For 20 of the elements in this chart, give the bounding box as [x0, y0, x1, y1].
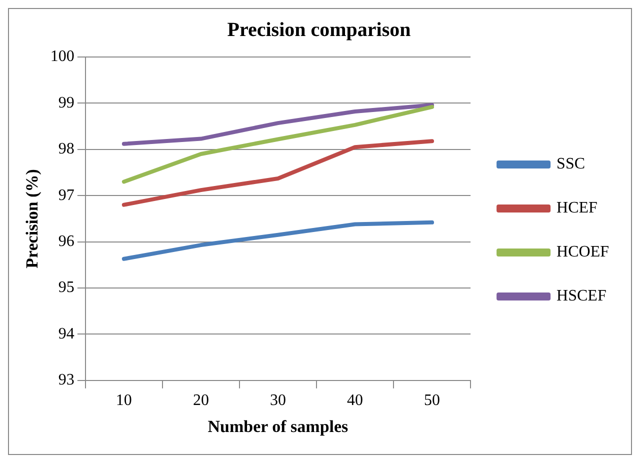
x-tick-label: 20 [192, 392, 209, 410]
legend-label: HCEF [556, 200, 598, 217]
y-tick-label: 100 [50, 48, 74, 66]
legend-label: HCOEF [556, 244, 610, 261]
y-tick-label: 98 [58, 140, 74, 158]
legend-label: SSC [556, 156, 586, 173]
y-tick-label: 93 [58, 372, 74, 389]
y-tick-label: 94 [58, 325, 74, 342]
x-tick-label: 40 [347, 392, 364, 410]
y-axis-title: Precision (%) [22, 169, 42, 268]
x-tick-label: 50 [424, 392, 440, 410]
legend-label: HSCEF [556, 288, 606, 305]
y-tick-label: 97 [58, 186, 74, 204]
x-tick-label: 10 [116, 392, 132, 410]
y-tick-label: 96 [58, 233, 74, 250]
chart-title: Precision comparison [227, 19, 411, 42]
x-tick-label: 30 [270, 392, 286, 410]
y-tick-label: 99 [58, 94, 74, 112]
x-axis-title: Number of samples [208, 417, 349, 436]
y-tick-label: 95 [58, 279, 74, 296]
